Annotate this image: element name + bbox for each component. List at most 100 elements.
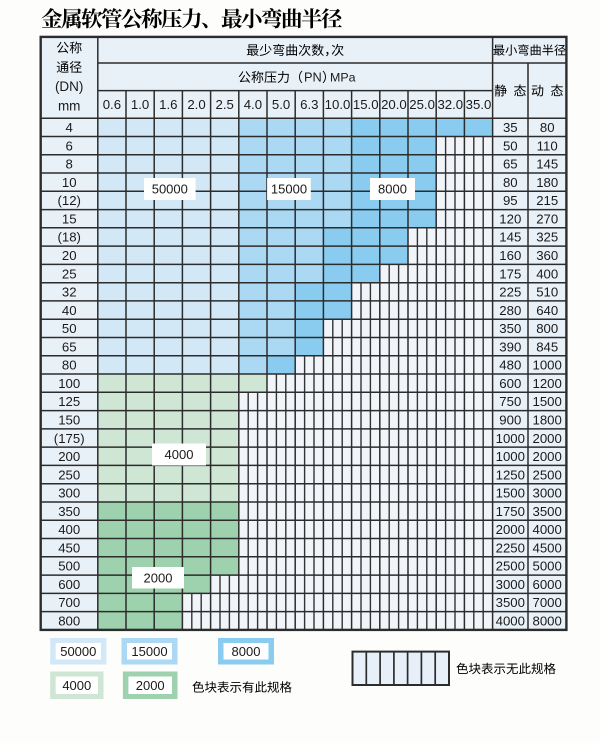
svg-text:25.0: 25.0 [409, 97, 435, 112]
svg-text:1000: 1000 [533, 358, 562, 373]
svg-text:6: 6 [66, 138, 73, 153]
svg-text:6.3: 6.3 [300, 97, 318, 112]
svg-text:800: 800 [536, 321, 558, 336]
svg-text:2000: 2000 [144, 570, 173, 585]
svg-text:400: 400 [536, 266, 558, 281]
svg-text:8000: 8000 [378, 182, 407, 197]
svg-text:7000: 7000 [533, 595, 562, 610]
svg-text:50: 50 [62, 321, 77, 336]
svg-text:200: 200 [58, 449, 80, 464]
svg-text:250: 250 [58, 467, 80, 482]
svg-text:6000: 6000 [533, 577, 562, 592]
svg-text:(175): (175) [54, 431, 85, 446]
svg-text:4: 4 [66, 120, 73, 135]
svg-text:160: 160 [499, 248, 521, 263]
svg-text:390: 390 [499, 339, 521, 354]
svg-text:145: 145 [499, 230, 521, 245]
svg-text:845: 845 [536, 339, 558, 354]
svg-text:600: 600 [58, 577, 80, 592]
svg-text:150: 150 [58, 413, 80, 428]
svg-text:1000: 1000 [496, 449, 525, 464]
svg-text:(18): (18) [57, 230, 80, 245]
svg-text:2000: 2000 [496, 522, 525, 537]
svg-text:280: 280 [499, 303, 521, 318]
svg-text:15000: 15000 [271, 182, 307, 197]
svg-text:PN: PN [304, 70, 322, 85]
svg-text:2500: 2500 [533, 467, 562, 482]
svg-text:35: 35 [503, 120, 518, 135]
svg-text:15: 15 [62, 212, 77, 227]
svg-text:15.0: 15.0 [353, 97, 379, 112]
svg-text:225: 225 [499, 285, 521, 300]
svg-text:1750: 1750 [496, 504, 525, 519]
svg-text:40: 40 [62, 303, 77, 318]
svg-text:3500: 3500 [533, 504, 562, 519]
svg-text:600: 600 [499, 376, 521, 391]
svg-text:20.0: 20.0 [381, 97, 407, 112]
svg-text:300: 300 [58, 486, 80, 501]
svg-text:640: 640 [536, 303, 558, 318]
svg-text:120: 120 [499, 212, 521, 227]
svg-text:8000: 8000 [533, 614, 562, 629]
svg-text:400: 400 [58, 522, 80, 537]
svg-text:5.0: 5.0 [272, 97, 290, 112]
svg-text:180: 180 [536, 175, 558, 190]
svg-text:4000: 4000 [62, 678, 91, 693]
svg-text:4500: 4500 [533, 540, 562, 555]
svg-text:50000: 50000 [60, 644, 96, 659]
svg-text:1000: 1000 [496, 431, 525, 446]
svg-text:800: 800 [58, 614, 80, 629]
svg-text:25: 25 [62, 266, 77, 281]
svg-text:(DN): (DN) [55, 79, 84, 94]
svg-text:0.6: 0.6 [103, 97, 121, 112]
svg-text:350: 350 [58, 504, 80, 519]
svg-text:mm: mm [58, 98, 81, 113]
svg-text:4.0: 4.0 [244, 97, 262, 112]
svg-text:270: 270 [536, 212, 558, 227]
svg-text:32.0: 32.0 [437, 97, 463, 112]
svg-text:480: 480 [499, 358, 521, 373]
svg-text:3000: 3000 [496, 577, 525, 592]
svg-text:32: 32 [62, 285, 77, 300]
svg-text:(12): (12) [57, 193, 80, 208]
svg-text:325: 325 [536, 230, 558, 245]
svg-text:500: 500 [58, 559, 80, 574]
svg-text:3500: 3500 [496, 595, 525, 610]
svg-text:1250: 1250 [496, 467, 525, 482]
svg-text:2000: 2000 [136, 678, 165, 693]
svg-text:1.6: 1.6 [159, 97, 177, 112]
svg-text:10: 10 [62, 175, 77, 190]
svg-text:3000: 3000 [533, 486, 562, 501]
svg-text:110: 110 [537, 138, 558, 153]
svg-text:450: 450 [58, 540, 80, 555]
svg-text:1800: 1800 [533, 413, 562, 428]
svg-text:4000: 4000 [496, 614, 525, 629]
svg-text:125: 125 [58, 394, 80, 409]
svg-text:2250: 2250 [496, 540, 525, 555]
svg-text:145: 145 [536, 157, 558, 172]
svg-text:MPa: MPa [330, 71, 356, 85]
svg-text:750: 750 [499, 394, 521, 409]
svg-text:50000: 50000 [152, 182, 188, 197]
svg-text:1200: 1200 [533, 376, 562, 391]
svg-text:2000: 2000 [533, 431, 562, 446]
svg-text:10.0: 10.0 [325, 97, 351, 112]
svg-text:2000: 2000 [533, 449, 562, 464]
svg-text:80: 80 [540, 120, 555, 135]
svg-text:1500: 1500 [496, 486, 525, 501]
svg-text:360: 360 [536, 248, 558, 263]
svg-text:5000: 5000 [533, 559, 562, 574]
svg-text:80: 80 [503, 175, 518, 190]
svg-text:8: 8 [66, 157, 73, 172]
svg-text:1.0: 1.0 [131, 97, 149, 112]
svg-text:95: 95 [503, 193, 518, 208]
svg-text:8000: 8000 [232, 644, 261, 659]
svg-text:900: 900 [499, 413, 521, 428]
svg-text:700: 700 [58, 595, 80, 610]
svg-text:80: 80 [62, 358, 77, 373]
svg-text:2.5: 2.5 [216, 97, 234, 112]
svg-text:2.0: 2.0 [187, 97, 205, 112]
svg-text:175: 175 [499, 266, 521, 281]
svg-text:350: 350 [499, 321, 521, 336]
svg-text:65: 65 [62, 339, 77, 354]
